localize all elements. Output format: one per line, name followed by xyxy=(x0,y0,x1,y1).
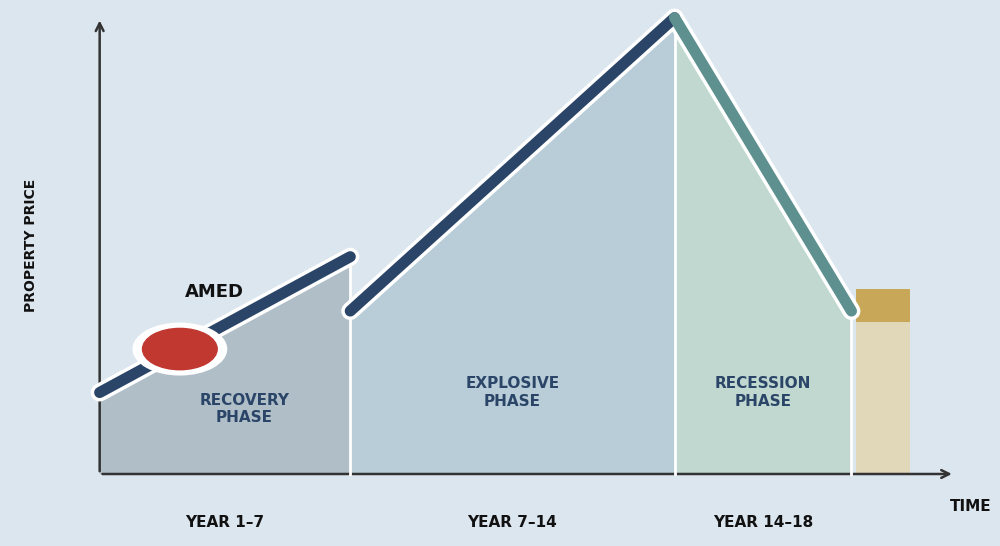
Text: YEAR 14–18: YEAR 14–18 xyxy=(713,515,813,530)
Circle shape xyxy=(143,328,217,370)
Text: EXPLOSIVE
PHASE: EXPLOSIVE PHASE xyxy=(465,376,559,409)
Bar xyxy=(856,322,910,474)
Text: RECESSION
PHASE: RECESSION PHASE xyxy=(715,376,811,409)
Polygon shape xyxy=(350,17,675,474)
Text: TIME: TIME xyxy=(950,499,991,514)
Text: RECOVERY
PHASE: RECOVERY PHASE xyxy=(200,393,290,425)
Polygon shape xyxy=(100,257,350,474)
Polygon shape xyxy=(675,17,851,474)
Bar xyxy=(856,289,910,322)
Circle shape xyxy=(133,323,227,375)
Text: PROPERTY PRICE: PROPERTY PRICE xyxy=(24,179,38,312)
Text: YEAR 7–14: YEAR 7–14 xyxy=(468,515,557,530)
Text: YEAR 1–7: YEAR 1–7 xyxy=(185,515,265,530)
Text: AMED: AMED xyxy=(185,283,244,301)
